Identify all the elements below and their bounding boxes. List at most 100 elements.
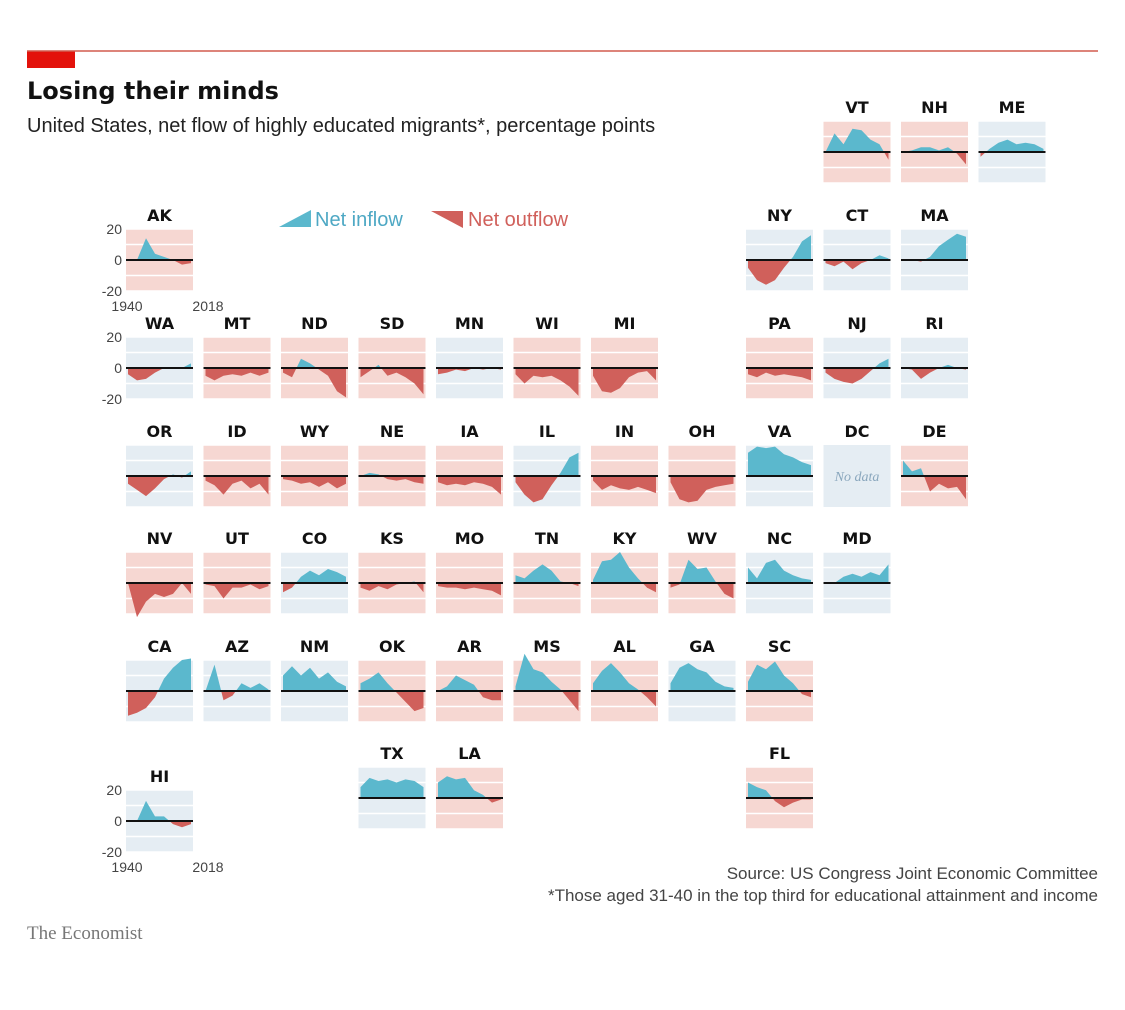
outflow-area xyxy=(438,583,501,596)
state-tile-ny: NY xyxy=(746,206,813,292)
outflow-area xyxy=(486,798,501,803)
outflow-area xyxy=(169,821,191,828)
inflow-area xyxy=(670,663,734,691)
outflow-area xyxy=(799,691,811,698)
outflow-area xyxy=(438,476,501,495)
outflow-area xyxy=(128,691,158,716)
no-data-label: No data xyxy=(834,470,880,485)
inflow-area xyxy=(283,666,346,691)
state-tile-dc: DC No data xyxy=(823,422,891,507)
state-tile-ne: NE xyxy=(358,422,426,508)
state-tile-ri: RI xyxy=(901,314,968,400)
state-label: CA xyxy=(147,637,172,656)
state-label: CO xyxy=(302,529,327,548)
state-label: VA xyxy=(768,422,792,441)
economist-logo: The Economist xyxy=(27,923,143,944)
state-tile-nm: NM xyxy=(281,637,348,723)
state-label: NC xyxy=(767,529,792,548)
inflow-area xyxy=(128,800,170,821)
state-label: NM xyxy=(300,637,329,656)
outflow-area xyxy=(205,476,269,495)
state-label: NH xyxy=(921,98,948,117)
y-tick-label: -20 xyxy=(102,844,122,860)
outflow-area xyxy=(980,152,986,157)
state-label: DC xyxy=(844,422,869,441)
y-tick-label: 0 xyxy=(114,252,122,268)
state-tile-az: AZ xyxy=(203,637,271,723)
outflow-area xyxy=(924,476,966,500)
inflow-area xyxy=(748,446,811,476)
outflow-area xyxy=(772,798,811,808)
y-tick-label: -20 xyxy=(102,391,122,407)
outflow-area xyxy=(205,583,269,599)
inflow-area xyxy=(825,128,884,152)
state-label: ID xyxy=(227,422,246,441)
outflow-area xyxy=(903,368,939,379)
chart-title: Losing their minds xyxy=(27,77,279,105)
state-label: OH xyxy=(689,422,716,441)
brand-accent-bar xyxy=(27,51,75,68)
outflow-area xyxy=(173,260,191,265)
state-tile-mt: MT xyxy=(203,314,271,400)
state-tile-mo: MO xyxy=(436,529,503,615)
inflow-area xyxy=(158,658,191,691)
outflow-area xyxy=(128,368,164,381)
outflow-area xyxy=(825,368,875,384)
state-label: NV xyxy=(147,529,173,548)
inflow-area xyxy=(438,776,487,798)
inflow-area xyxy=(515,653,562,691)
outflow-area xyxy=(716,583,734,599)
y-tick-label: 0 xyxy=(114,360,122,376)
state-label: AK xyxy=(147,206,172,225)
state-label: OK xyxy=(379,637,406,656)
outflow-area xyxy=(128,583,191,618)
state-tile-al: AL xyxy=(591,637,658,723)
outflow-area xyxy=(283,476,346,489)
y-tick-label: -20 xyxy=(102,283,122,299)
state-label: AR xyxy=(457,637,482,656)
state-label: KY xyxy=(613,529,637,548)
outflow-area xyxy=(748,260,791,285)
outflow-area xyxy=(381,476,424,484)
state-label: GA xyxy=(689,637,715,656)
state-label: IA xyxy=(460,422,479,441)
state-tile-la: LA xyxy=(436,744,503,830)
state-tile-il: IL xyxy=(513,422,581,508)
inflow-area xyxy=(870,255,889,260)
state-tile-ut: UT xyxy=(203,529,271,615)
inflow-area xyxy=(593,663,640,691)
state-label: SD xyxy=(380,314,405,333)
inflow-area xyxy=(438,675,479,691)
state-label: KS xyxy=(380,529,404,548)
outflow-area xyxy=(748,368,811,381)
state-tile-tx: TX xyxy=(358,744,426,830)
inflow-area xyxy=(680,559,717,583)
inflow-area xyxy=(205,664,222,691)
inflow-area xyxy=(924,233,966,260)
y-tick-label: 20 xyxy=(106,782,122,798)
state-label: NJ xyxy=(847,314,866,333)
state-tile-mi: MI xyxy=(591,314,658,400)
inflow-area xyxy=(558,452,579,476)
outflow-area xyxy=(205,368,269,381)
outflow-area xyxy=(593,368,656,393)
state-tile-id: ID xyxy=(203,422,271,508)
legend-outflow-label: Net outflow xyxy=(468,209,569,231)
state-tile-ga: GA xyxy=(668,637,736,723)
outflow-area xyxy=(515,368,579,396)
state-tile-nd: ND xyxy=(281,314,348,400)
state-tile-co: CO xyxy=(281,529,348,615)
legend: Net inflow Net outflow xyxy=(279,209,569,231)
outflow-area xyxy=(360,368,374,378)
state-tile-sc: SC xyxy=(746,637,813,723)
x-tick-label: 1940 xyxy=(111,859,142,875)
y-tick-label: 0 xyxy=(114,813,122,829)
state-tile-nc: NC xyxy=(746,529,813,615)
inflow-area xyxy=(296,358,317,368)
source-note: Source: US Congress Joint Economic Commi… xyxy=(727,864,1098,883)
state-label: IN xyxy=(615,422,634,441)
outflow-area xyxy=(283,583,296,593)
state-label: ME xyxy=(999,98,1026,117)
state-label: MT xyxy=(224,314,251,333)
